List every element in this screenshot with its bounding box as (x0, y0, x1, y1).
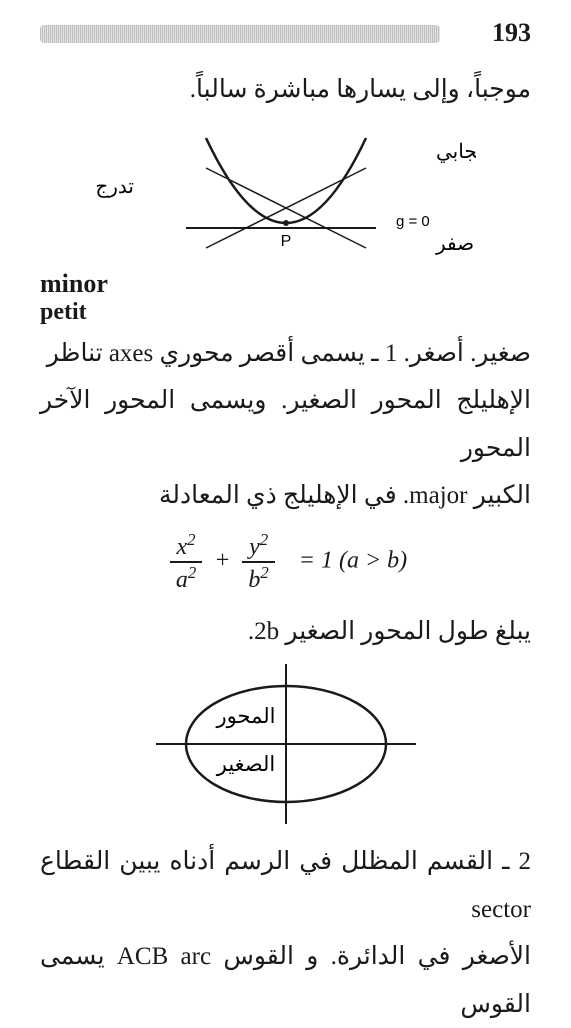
para2-line-2: الأصغر في الدائرة. و القوس ACB arc يسمى … (40, 933, 531, 1028)
after-eq-line: يبلغ طول المحور الصغير 2b. (40, 608, 531, 656)
eq-x: x (176, 534, 187, 560)
parabola-vertex (283, 220, 289, 226)
ellipse-label-top: المحور (215, 704, 275, 729)
parabola-label-bottom: تدرج صفر (435, 233, 476, 255)
eq-y: y (249, 534, 260, 560)
def-line-3: الكبير major. في الإهليلج ذي المعادلة (40, 472, 531, 520)
term-english: minor (40, 269, 531, 299)
eq-a: a (176, 567, 188, 593)
frac-x: x2 a2 (170, 530, 202, 594)
page: 193 موجباً، وإلى يسارها مباشرة سالباً. ت… (0, 0, 571, 900)
parabola-svg: تدرج إيجابي تدرج سلبي g = 0 تدرج صفر P (96, 118, 476, 258)
intro-line: موجباً، وإلى يسارها مباشرة سالباً. (40, 66, 531, 114)
frac-y: y2 b2 (242, 530, 274, 594)
def-line-1: صغير. أصغر. 1 ـ يسمى أقصر محوري axes تنا… (40, 330, 531, 378)
header-ornament (40, 25, 440, 43)
para2-line-1: 2 ـ القسم المظلل في الرسم أدناه يبين الق… (40, 838, 531, 933)
parabola-P: P (280, 233, 291, 250)
term-french: petit (40, 299, 531, 326)
eq-b: b (248, 567, 260, 593)
equation: x2 a2 + y2 b2 = 1 (a > b) (40, 530, 531, 594)
parabola-g0: g = 0 (396, 213, 430, 230)
header-row: 193 (40, 20, 531, 48)
eq-plus: + (214, 547, 236, 573)
ellipse-label-bottom: الصغير (215, 752, 275, 777)
parabola-figure: تدرج إيجابي تدرج سلبي g = 0 تدرج صفر P (40, 118, 531, 263)
ellipse-figure: المحور الصغير (40, 659, 531, 834)
eq-rhs: = 1 (a > b) (299, 547, 407, 573)
parabola-label-left: تدرج سلبي (96, 176, 134, 198)
parabola-label-right: تدرج إيجابي (436, 141, 476, 164)
page-number: 193 (492, 18, 531, 48)
ellipse-svg: المحور الصغير (146, 659, 426, 829)
def-line-2: الإهليلج المحور الصغير. ويسمى المحور الآ… (40, 377, 531, 472)
